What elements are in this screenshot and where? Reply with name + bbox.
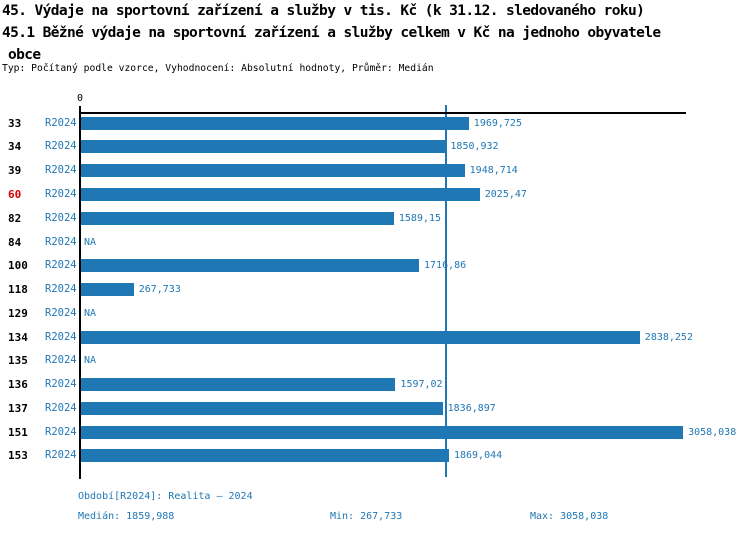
value-bar xyxy=(81,140,446,154)
period-label: R2024 xyxy=(45,259,77,272)
footer-median-stat: Medián: 1859,988 xyxy=(78,511,175,522)
footer-min-stat: Min: 267,733 xyxy=(330,511,403,522)
value-label: 1589,15 xyxy=(398,212,442,224)
chart-row: 137 R2024 1836,897 xyxy=(0,401,750,415)
value-label: 1716,86 xyxy=(424,260,467,272)
chart-row: 33 R2024 1969,725 xyxy=(0,116,750,130)
chart-row: 34 R2024 1850,932 xyxy=(0,140,750,154)
value-bar xyxy=(81,116,469,130)
period-label: R2024 xyxy=(45,449,77,462)
value-label: NA xyxy=(84,307,97,319)
value-bar xyxy=(81,188,480,201)
value-bar xyxy=(81,283,134,297)
footer-period-line: Období[R2024]: Realita – 2024 xyxy=(78,491,253,502)
chart-row: 153 R2024 1869,044 xyxy=(0,449,750,463)
municipality-label: 60 xyxy=(8,188,22,201)
chart-row: 134 R2024 2838,252 xyxy=(0,330,750,344)
period-label: R2024 xyxy=(45,211,77,224)
value-label: 2025,47 xyxy=(484,189,527,200)
municipality-label: 134 xyxy=(8,330,28,344)
value-label: 267,733 xyxy=(138,284,181,296)
period-label: R2024 xyxy=(45,425,77,438)
footer-max-stat: Max: 3058,038 xyxy=(530,511,609,522)
municipality-label: 137 xyxy=(8,401,28,415)
chart-title-line1: 45. Výdaje na sportovní zařízení a služb… xyxy=(2,3,645,19)
municipality-label: 82 xyxy=(8,211,22,225)
value-label: 1969,725 xyxy=(473,117,522,129)
municipality-label: 34 xyxy=(8,140,22,154)
period-label: R2024 xyxy=(45,235,77,248)
chart-row: 135 R2024 NA xyxy=(0,354,750,367)
value-bar xyxy=(81,425,684,439)
period-label: R2024 xyxy=(45,164,77,177)
value-bar xyxy=(81,401,443,415)
period-label: R2024 xyxy=(45,354,77,367)
municipality-label: 118 xyxy=(8,283,28,297)
chart-row: 100 R2024 1716,86 xyxy=(0,259,750,273)
value-bar xyxy=(81,164,465,178)
value-label: 2838,252 xyxy=(644,331,693,343)
chart-title-line3: obce xyxy=(8,47,41,63)
period-label: R2024 xyxy=(45,401,77,414)
period-label: R2024 xyxy=(45,306,77,319)
municipality-label: 100 xyxy=(8,259,28,273)
period-label: R2024 xyxy=(45,140,77,153)
chart-row: 129 R2024 NA xyxy=(0,307,750,320)
period-label: R2024 xyxy=(45,283,77,296)
municipality-label: 153 xyxy=(8,449,28,463)
value-bar xyxy=(81,449,449,463)
value-label: NA xyxy=(84,236,97,248)
municipality-label: 151 xyxy=(8,425,28,439)
municipality-label: 129 xyxy=(8,306,28,320)
value-label: 1869,044 xyxy=(453,450,503,462)
value-bar xyxy=(81,330,640,344)
municipality-label: 135 xyxy=(8,354,28,368)
chart-row: 136 R2024 1597,02 xyxy=(0,378,750,392)
municipality-label: 39 xyxy=(8,164,22,178)
chart-meta-line: Typ: Počítaný podle vzorce, Vyhodnocení:… xyxy=(2,63,434,74)
value-label: 1597,02 xyxy=(400,379,443,391)
median-line xyxy=(445,105,448,477)
chart-row: 60 R2024 2025,47 xyxy=(0,188,750,201)
x-axis-line xyxy=(80,112,686,114)
chart-title-line2: 45.1 Běžné výdaje na sportovní zařízení … xyxy=(2,25,661,41)
chart-row: 82 R2024 1589,15 xyxy=(0,211,750,225)
chart-row: 39 R2024 1948,714 xyxy=(0,164,750,178)
value-label: 1850,932 xyxy=(450,141,499,153)
value-label: 3058,038 xyxy=(688,426,737,438)
period-label: R2024 xyxy=(45,378,77,391)
value-bar xyxy=(81,211,394,225)
value-bar xyxy=(81,378,396,392)
period-label: R2024 xyxy=(45,188,77,200)
chart-row: 151 R2024 3058,038 xyxy=(0,425,750,439)
value-bar xyxy=(81,259,420,273)
municipality-label: 84 xyxy=(8,235,22,249)
y-axis-line xyxy=(79,106,81,479)
period-label: R2024 xyxy=(45,116,77,129)
x-axis-tick-label-zero: 0 xyxy=(76,93,84,104)
value-label: 1836,897 xyxy=(447,402,496,414)
municipality-label: 136 xyxy=(8,378,28,392)
value-label: NA xyxy=(84,355,97,367)
value-label: 1948,714 xyxy=(469,165,518,177)
municipality-label: 33 xyxy=(8,116,22,130)
chart-row: 118 R2024 267,733 xyxy=(0,283,750,297)
period-label: R2024 xyxy=(45,330,77,343)
chart-row: 84 R2024 NA xyxy=(0,236,750,249)
